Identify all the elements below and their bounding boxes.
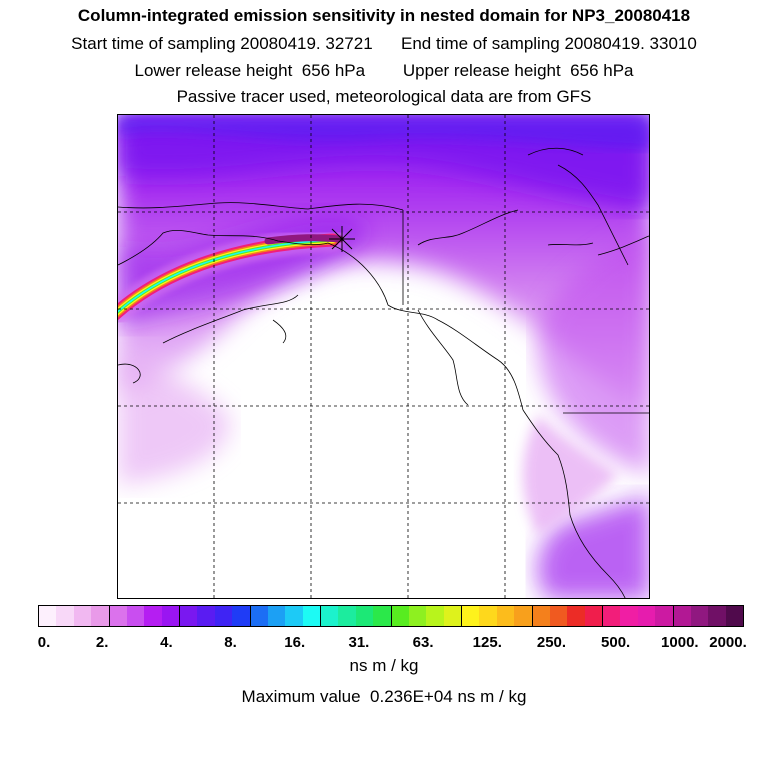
colorbar-swatch (443, 606, 462, 626)
colorbar-swatch (109, 606, 127, 626)
colorbar-swatch (161, 606, 180, 626)
colorbar-swatch (39, 606, 57, 626)
colorbar (38, 605, 744, 627)
colorbar-swatch (285, 606, 303, 626)
colorbar-swatch (725, 606, 743, 626)
lower-release-height: Lower release height 656 hPa (134, 61, 366, 80)
colorbar-tick-label: 2. (95, 634, 109, 651)
colorbar-swatch (514, 606, 533, 626)
colorbar-swatch (532, 606, 550, 626)
colorbar-unit: ns m / kg (349, 656, 419, 675)
colorbar-tick-label: 250. (536, 634, 567, 651)
sensitivity-field (118, 115, 649, 598)
sampling-time-line: Start time of sampling 20080419. 32721 E… (0, 34, 768, 54)
upper-release-height: Upper release height 656 hPa (402, 61, 634, 80)
colorbar-tick-labels: 0. 2. 4. 8. 16. 31. 63. 125. 250. 500. 1000. 2000. (0, 634, 768, 654)
colorbar-swatch (267, 606, 286, 626)
colorbar-tick-label: 4. (160, 634, 173, 651)
colorbar-tick-label: 16. (284, 634, 306, 651)
start-time: Start time of sampling 20080419. 32721 (71, 34, 373, 53)
colorbar-tick-label: 8. (224, 634, 237, 651)
colorbar-swatch (250, 606, 268, 626)
colorbar-tick-label: 31. (348, 634, 370, 651)
colorbar-swatch (496, 606, 515, 626)
colorbar-swatch (214, 606, 233, 626)
colorbar-swatch (338, 606, 356, 626)
colorbar-swatch (355, 606, 374, 626)
colorbar-tick-label: 500. (601, 634, 631, 651)
receptor-marker (329, 226, 355, 252)
colorbar-swatch (637, 606, 656, 626)
colorbar-swatch (673, 606, 691, 626)
map-canvas (118, 115, 649, 598)
colorbar-swatch (373, 606, 392, 626)
colorbar-swatch (144, 606, 162, 626)
release-height-line: Lower release height 656 hPa Upper relea… (0, 61, 768, 81)
colorbar-swatch (426, 606, 444, 626)
colorbar-swatch (391, 606, 409, 626)
colorbar-swatch (197, 606, 215, 626)
end-time: End time of sampling 20080419. 33010 (401, 34, 697, 53)
colorbar-swatch (479, 606, 497, 626)
colorbar-swatch (126, 606, 145, 626)
coastlines (118, 147, 649, 598)
colorbar-swatch (56, 606, 74, 626)
colorbar-swatch (180, 606, 198, 626)
colorbar-swatch (655, 606, 674, 626)
colorbar-tick-label: 0. (37, 634, 51, 651)
colorbar-swatch (549, 606, 568, 626)
colorbar-tick-label: 1000. (661, 634, 699, 651)
colorbar-swatch (73, 606, 92, 626)
colorbar-swatch (302, 606, 321, 626)
colorbar-swatch (584, 606, 603, 626)
plot-title: Column-integrated emission sensitivity i… (77, 6, 691, 25)
colorbar-swatch (620, 606, 638, 626)
colorbar-tick-label: 125. (472, 634, 502, 651)
maximum-value: Maximum value 0.236E+04 ns m / kg (241, 687, 527, 706)
graticule (118, 115, 649, 598)
colorbar-tick-label: 63. (412, 634, 434, 651)
colorbar-swatch (462, 606, 480, 626)
colorbar-swatch (690, 606, 709, 626)
colorbar-swatch (708, 606, 726, 626)
colorbar-swatch (408, 606, 427, 626)
colorbar-swatch (232, 606, 251, 626)
colorbar-swatch (321, 606, 339, 626)
map-panel (117, 114, 650, 599)
colorbar-tick-label: 2000. (709, 634, 747, 651)
colorbar-swatch (603, 606, 621, 626)
tracer-note: Passive tracer used, meteorological data… (176, 87, 592, 106)
colorbar-swatch (567, 606, 585, 626)
colorbar-swatch (91, 606, 110, 626)
